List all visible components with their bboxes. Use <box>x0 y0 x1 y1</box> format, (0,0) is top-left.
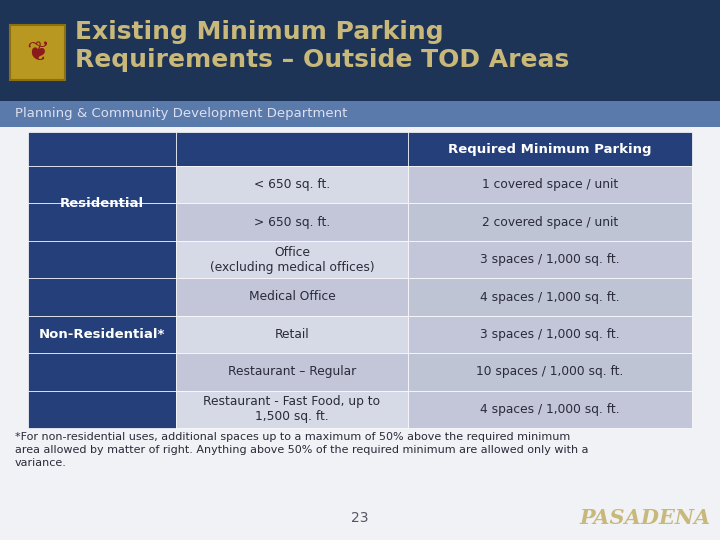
Text: Retail: Retail <box>275 328 310 341</box>
FancyBboxPatch shape <box>176 316 408 353</box>
FancyBboxPatch shape <box>408 278 692 316</box>
FancyBboxPatch shape <box>176 278 408 316</box>
FancyBboxPatch shape <box>0 127 720 540</box>
Text: 23: 23 <box>351 511 369 525</box>
FancyBboxPatch shape <box>408 390 692 428</box>
Text: 4 spaces / 1,000 sq. ft.: 4 spaces / 1,000 sq. ft. <box>480 403 620 416</box>
FancyBboxPatch shape <box>28 316 176 353</box>
Text: Required Minimum Parking: Required Minimum Parking <box>449 143 652 156</box>
FancyBboxPatch shape <box>28 390 176 428</box>
Text: 3 spaces / 1,000 sq. ft.: 3 spaces / 1,000 sq. ft. <box>480 253 620 266</box>
FancyBboxPatch shape <box>408 353 692 390</box>
FancyBboxPatch shape <box>176 204 408 241</box>
Text: *For non-residential uses, additional spaces up to a maximum of 50% above the re: *For non-residential uses, additional sp… <box>15 432 588 468</box>
FancyBboxPatch shape <box>176 241 408 278</box>
FancyBboxPatch shape <box>28 132 176 166</box>
FancyBboxPatch shape <box>408 316 692 353</box>
Text: > 650 sq. ft.: > 650 sq. ft. <box>254 215 330 228</box>
Text: Non-Residential*: Non-Residential* <box>39 328 165 341</box>
FancyBboxPatch shape <box>176 353 408 390</box>
Text: Medical Office: Medical Office <box>248 291 336 303</box>
FancyBboxPatch shape <box>408 132 692 166</box>
FancyBboxPatch shape <box>408 204 692 241</box>
FancyBboxPatch shape <box>176 132 408 166</box>
Text: 4 spaces / 1,000 sq. ft.: 4 spaces / 1,000 sq. ft. <box>480 291 620 303</box>
Text: 2 covered space / unit: 2 covered space / unit <box>482 215 618 228</box>
Text: PASADENA: PASADENA <box>580 508 711 528</box>
Text: Office
(excluding medical offices): Office (excluding medical offices) <box>210 246 374 274</box>
Text: 3 spaces / 1,000 sq. ft.: 3 spaces / 1,000 sq. ft. <box>480 328 620 341</box>
FancyBboxPatch shape <box>28 166 176 204</box>
FancyBboxPatch shape <box>176 390 408 428</box>
Text: Planning & Community Development Department: Planning & Community Development Departm… <box>15 107 347 120</box>
FancyBboxPatch shape <box>0 0 720 102</box>
FancyBboxPatch shape <box>28 241 176 278</box>
FancyBboxPatch shape <box>28 204 176 241</box>
FancyBboxPatch shape <box>408 166 692 204</box>
FancyBboxPatch shape <box>10 25 65 80</box>
Text: Existing Minimum Parking: Existing Minimum Parking <box>75 20 444 44</box>
Text: ❦: ❦ <box>26 38 49 66</box>
FancyBboxPatch shape <box>28 353 176 390</box>
FancyBboxPatch shape <box>176 166 408 204</box>
Text: Residential: Residential <box>60 197 144 210</box>
Text: Restaurant – Regular: Restaurant – Regular <box>228 366 356 379</box>
FancyBboxPatch shape <box>408 241 692 278</box>
FancyBboxPatch shape <box>28 278 176 316</box>
FancyBboxPatch shape <box>0 101 720 127</box>
Text: Restaurant - Fast Food, up to
1,500 sq. ft.: Restaurant - Fast Food, up to 1,500 sq. … <box>204 395 381 423</box>
Text: 1 covered space / unit: 1 covered space / unit <box>482 178 618 191</box>
Text: 10 spaces / 1,000 sq. ft.: 10 spaces / 1,000 sq. ft. <box>477 366 624 379</box>
Text: < 650 sq. ft.: < 650 sq. ft. <box>254 178 330 191</box>
Text: Requirements – Outside TOD Areas: Requirements – Outside TOD Areas <box>75 48 570 72</box>
